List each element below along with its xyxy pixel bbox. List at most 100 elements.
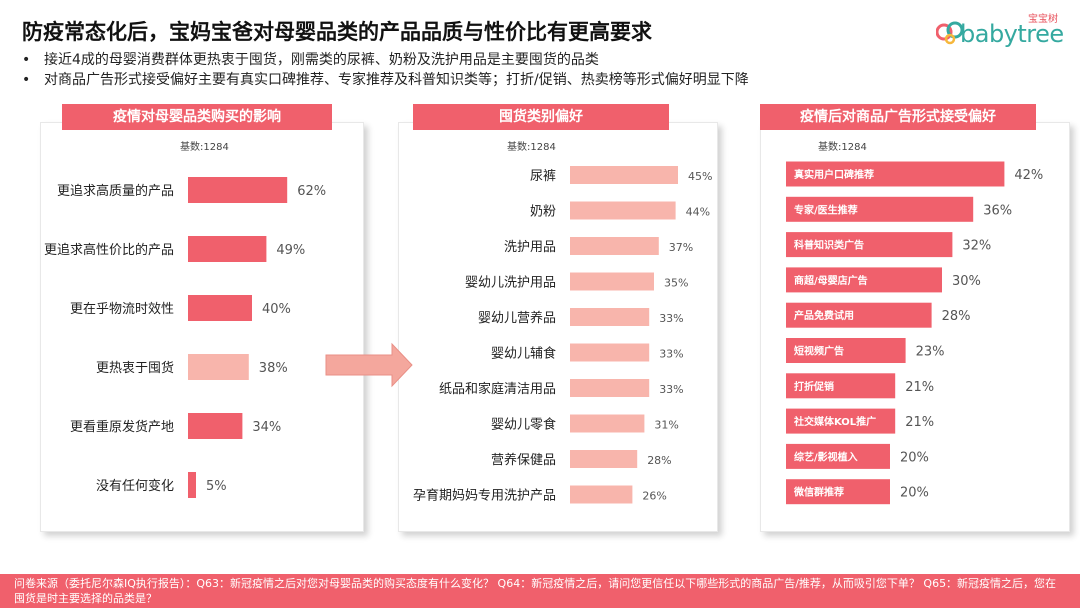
value-label: 49% [276,243,305,258]
value-label: 28% [647,454,671,467]
bar [786,232,953,258]
bar [786,267,942,293]
source-footnote: 问卷来源（委托尼尔森IQ执行报告）：Q63：新冠疫情之后对您对母婴品类的购买态度… [0,574,1080,608]
category-label: 婴幼儿零食 [491,417,556,433]
category-label: 更追求高性价比的产品 [44,242,174,258]
bar [570,450,638,468]
value-label: 37% [669,241,693,254]
category-label: 婴幼儿辅食 [491,346,556,362]
bullet-item: • 接近4成的母婴消费群体更热衷于囤货，刚需类的尿裤、奶粉及洗护用品是主要囤货的品… [22,50,749,70]
babytree-logo-icon [936,21,964,45]
value-label: 21% [905,380,934,395]
value-label: 34% [252,420,281,435]
category-label: 没有任何变化 [96,478,174,494]
page-title: 防疫常态化后，宝妈宝爸对母婴品类的产品品质与性价比有更高要求 [22,20,652,44]
value-label: 5% [206,479,227,494]
value-label: 32% [962,239,991,254]
bar [786,302,932,328]
bar [188,413,243,439]
value-label: 23% [916,345,945,360]
value-label: 44% [686,206,710,219]
bar [786,479,890,505]
category-label: 科普知识类广告 [794,239,864,252]
chart-panel-stockpile [398,122,718,532]
logo-wordmark: babytree [960,20,1064,48]
bullet-item: • 对商品广告形式接受偏好主要有真实口碑推荐、专家推荐及科普知识类等；打折/促销、… [22,70,749,90]
base-size-label: 基数:1284 [507,142,556,153]
category-label: 商超/母婴店广告 [794,274,868,287]
bullet-text: 对商品广告形式接受偏好主要有真实口碑推荐、专家推荐及科普知识类等；打折/促销、热… [44,72,749,88]
bar [786,338,906,363]
chart-impact: 更追求高质量的产品 62% 更追求高性价比的产品 49% 更在乎物流时效性 40% 更热衷于… [44,177,326,498]
chart-stockpile: 尿裤 45% 奶粉 44% 洗护用品 37% 婴幼儿洗护用品 35% 婴幼儿营养品 33% 婴幼儿辅… [413,166,712,504]
value-label: 28% [942,309,971,324]
chart-ad-preference: 真实用户口碑推荐 42% 专家/医生推荐 36% 科普知识类广告 32% 商超/母婴店广告 3… [786,161,1043,505]
logo-subtext: 宝宝树 [1028,14,1058,25]
chart-title-stockpile: 囤货类别偏好 [413,104,669,130]
category-label: 孕育期妈妈专用洗护产品 [413,488,556,504]
category-label: 综艺/影视植入 [794,450,858,463]
chart-title-ad-preference: 疫情后对商品广告形式接受偏好 [760,104,1036,130]
bar [570,485,633,504]
summary-bullets: • 接近4成的母婴消费群体更热衷于囤货，刚需类的尿裤、奶粉及洗护用品是主要囤货的品… [22,50,749,90]
value-label: 33% [659,348,683,361]
bullet-text: 接近4成的母婴消费群体更热衷于囤货，刚需类的尿裤、奶粉及洗护用品是主要囤货的品类 [44,52,599,68]
category-label: 尿裤 [530,169,556,184]
bar [570,308,650,326]
bullet-marker: • [22,72,31,88]
bar [188,354,249,380]
category-label: 更在乎物流时效性 [70,302,174,317]
value-label: 40% [262,302,291,317]
category-label: 社交媒体KOL推广 [793,415,876,428]
value-label: 45% [688,170,712,183]
category-label: 专家/医生推荐 [794,203,858,216]
value-label: 38% [259,361,288,376]
category-label: 营养保健品 [491,452,556,468]
base-size-label: 基数:1284 [818,142,867,153]
bar [786,196,974,222]
value-label: 21% [905,415,934,430]
bar [570,343,650,362]
value-label: 42% [1014,168,1043,183]
category-label: 产品免费试用 [794,309,854,322]
chart-title-impact: 疫情对母婴品类购买的影响 [62,104,332,130]
category-label: 婴幼儿洗护用品 [465,276,556,291]
category-label: 洗护用品 [504,240,556,255]
bar [786,443,890,469]
bar [570,166,678,184]
bar [786,408,896,434]
category-label: 奶粉 [530,205,556,220]
value-label: 62% [297,184,326,199]
category-label: 更看重原发货产地 [70,419,174,435]
bullet-marker: • [22,52,31,68]
bar [786,373,896,399]
value-label: 35% [664,277,688,290]
value-label: 26% [642,490,666,503]
value-label: 31% [654,419,678,432]
value-label: 33% [659,383,683,396]
bar [570,414,645,433]
category-label: 微信群推荐 [793,486,844,499]
bar [188,177,288,203]
flow-arrow-icon [325,342,413,388]
bar [570,272,654,291]
category-label: 婴幼儿营养品 [478,310,556,326]
bar [786,161,1005,187]
base-size-label: 基数:1284 [180,142,229,153]
value-label: 33% [659,312,683,325]
bar [570,379,650,397]
category-label: 更热衷于囤货 [96,360,174,376]
category-label: 短视频广告 [794,345,844,358]
value-label: 30% [952,274,981,289]
category-label: 更追求高质量的产品 [57,183,174,199]
category-label: 打折促销 [794,380,834,393]
value-label: 20% [900,450,929,465]
value-label: 20% [900,486,929,501]
bar [188,295,252,321]
category-label: 纸品和家庭清洁用品 [439,381,556,397]
category-label: 真实用户口碑推荐 [794,168,874,181]
value-label: 36% [983,203,1012,218]
bar [188,472,196,498]
babytree-logo: babytree 宝宝树 [936,8,1066,52]
